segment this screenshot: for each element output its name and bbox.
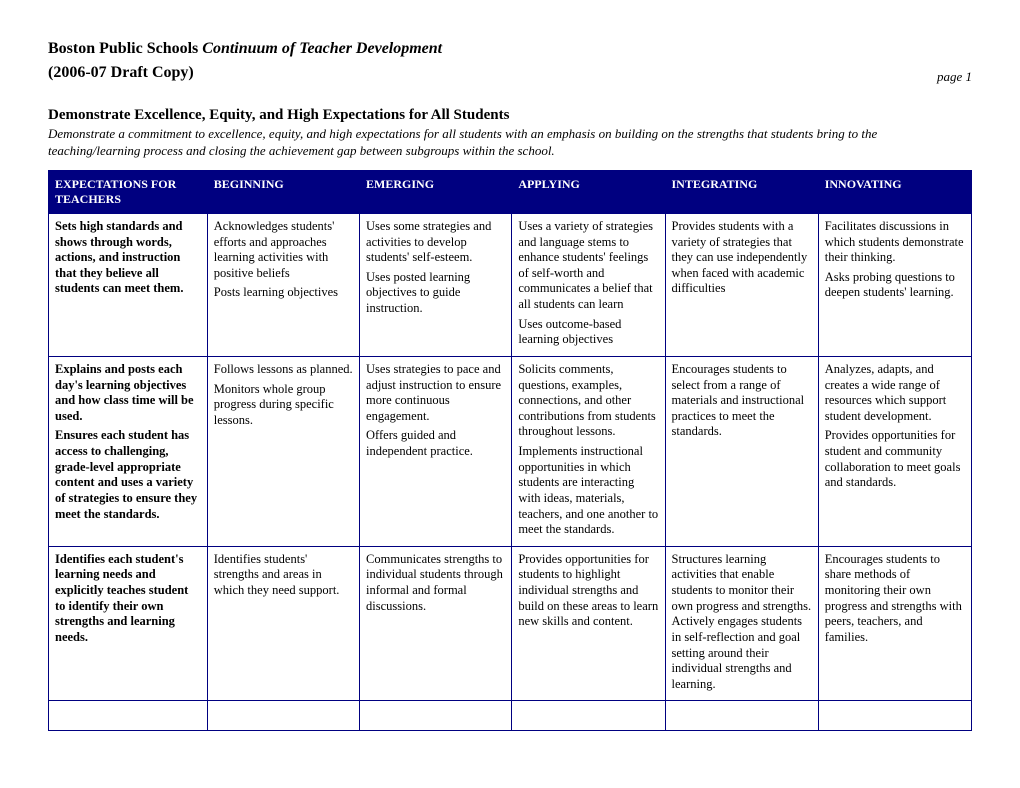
document-title: Boston Public Schools Continuum of Teach… — [48, 38, 972, 60]
cell-paragraph: Explains and posts each day's learning o… — [55, 362, 201, 425]
cell-paragraph: Provides opportunities for student and c… — [825, 428, 965, 491]
table-cell: Communicates strengths to individual stu… — [360, 546, 512, 701]
table-cell — [512, 701, 665, 731]
table-cell: Identifies each student's learning needs… — [49, 546, 208, 701]
table-cell: Sets high standards and shows through wo… — [49, 213, 208, 356]
table-cell: Uses strategies to pace and adjust instr… — [360, 356, 512, 546]
table-cell: Uses some strategies and activities to d… — [360, 213, 512, 356]
header-line: (2006-07 Draft Copy) page 1 — [48, 62, 972, 86]
cell-paragraph: Uses posted learning objectives to guide… — [366, 270, 505, 317]
cell-paragraph: Facilitates discussions in which student… — [825, 219, 965, 266]
table-cell: Uses a variety of strategies and languag… — [512, 213, 665, 356]
column-header: EMERGING — [360, 170, 512, 213]
table-cell: Acknowledges students' efforts and appro… — [207, 213, 359, 356]
table-cell — [207, 701, 359, 731]
table-cell: Follows lessons as planned. Monitors whol… — [207, 356, 359, 546]
table-cell: Analyzes, adapts, and creates a wide ran… — [818, 356, 971, 546]
cell-paragraph: Sets high standards and shows through wo… — [55, 219, 201, 297]
cell-paragraph: Uses a variety of strategies and languag… — [518, 219, 658, 313]
table-header-row: EXPECTATIONS FOR TEACHERSBEGINNINGEMERGI… — [49, 170, 972, 213]
table-cell: Solicits comments, questions, examples, … — [512, 356, 665, 546]
cell-paragraph: Offers guided and independent practice. — [366, 428, 505, 459]
table-row: Sets high standards and shows through wo… — [49, 213, 972, 356]
cell-paragraph: Uses some strategies and activities to d… — [366, 219, 505, 266]
cell-paragraph: Encourages students to share methods of … — [825, 552, 965, 646]
section-description: Demonstrate a commitment to excellence, … — [48, 126, 972, 160]
table-cell: Provides opportunities for students to h… — [512, 546, 665, 701]
cell-paragraph: Analyzes, adapts, and creates a wide ran… — [825, 362, 965, 425]
cell-paragraph: Posts learning objectives — [214, 285, 353, 301]
table-cell — [49, 701, 208, 731]
column-header: INNOVATING — [818, 170, 971, 213]
section-title: Demonstrate Excellence, Equity, and High… — [48, 107, 972, 124]
cell-paragraph: Implements instructional opportunities i… — [518, 444, 658, 538]
table-cell: Structures learning activities that enab… — [665, 546, 818, 701]
column-header: INTEGRATING — [665, 170, 818, 213]
table-row: Identifies each student's learning needs… — [49, 546, 972, 701]
column-header: BEGINNING — [207, 170, 359, 213]
page-number: page 1 — [937, 69, 972, 85]
table-cell: Encourages students to share methods of … — [818, 546, 971, 701]
cell-paragraph: Acknowledges students' efforts and appro… — [214, 219, 353, 282]
cell-paragraph: Uses strategies to pace and adjust instr… — [366, 362, 505, 425]
subtitle: (2006-07 Draft Copy) — [48, 64, 194, 81]
table-cell: Explains and posts each day's learning o… — [49, 356, 208, 546]
table-row — [49, 701, 972, 731]
rubric-table: EXPECTATIONS FOR TEACHERSBEGINNINGEMERGI… — [48, 170, 972, 732]
table-cell: Facilitates discussions in which student… — [818, 213, 971, 356]
table-cell — [360, 701, 512, 731]
column-header: APPLYING — [512, 170, 665, 213]
cell-paragraph: Encourages students to select from a ran… — [672, 362, 812, 440]
cell-paragraph: Ensures each student has access to chall… — [55, 428, 201, 522]
cell-paragraph: Uses outcome-based learning objectives — [518, 317, 658, 348]
cell-paragraph: Identifies each student's learning needs… — [55, 552, 201, 646]
cell-paragraph: Provides students with a variety of stra… — [672, 219, 812, 297]
cell-paragraph: Solicits comments, questions, examples, … — [518, 362, 658, 440]
table-cell: Identifies students' strengths and areas… — [207, 546, 359, 701]
table-cell: Provides students with a variety of stra… — [665, 213, 818, 356]
cell-paragraph: Structures learning activities that enab… — [672, 552, 812, 693]
org-name: Boston Public Schools — [48, 40, 198, 57]
table-cell: Encourages students to select from a ran… — [665, 356, 818, 546]
cell-paragraph: Asks probing questions to deepen student… — [825, 270, 965, 301]
table-cell — [665, 701, 818, 731]
cell-paragraph: Identifies students' strengths and areas… — [214, 552, 353, 599]
cell-paragraph: Monitors whole group progress during spe… — [214, 382, 353, 429]
cell-paragraph: Communicates strengths to individual stu… — [366, 552, 505, 615]
table-cell — [818, 701, 971, 731]
cell-paragraph: Follows lessons as planned. — [214, 362, 353, 378]
title-italic: Continuum of Teacher Development — [202, 40, 442, 57]
column-header: EXPECTATIONS FOR TEACHERS — [49, 170, 208, 213]
table-row: Explains and posts each day's learning o… — [49, 356, 972, 546]
cell-paragraph: Provides opportunities for students to h… — [518, 552, 658, 630]
